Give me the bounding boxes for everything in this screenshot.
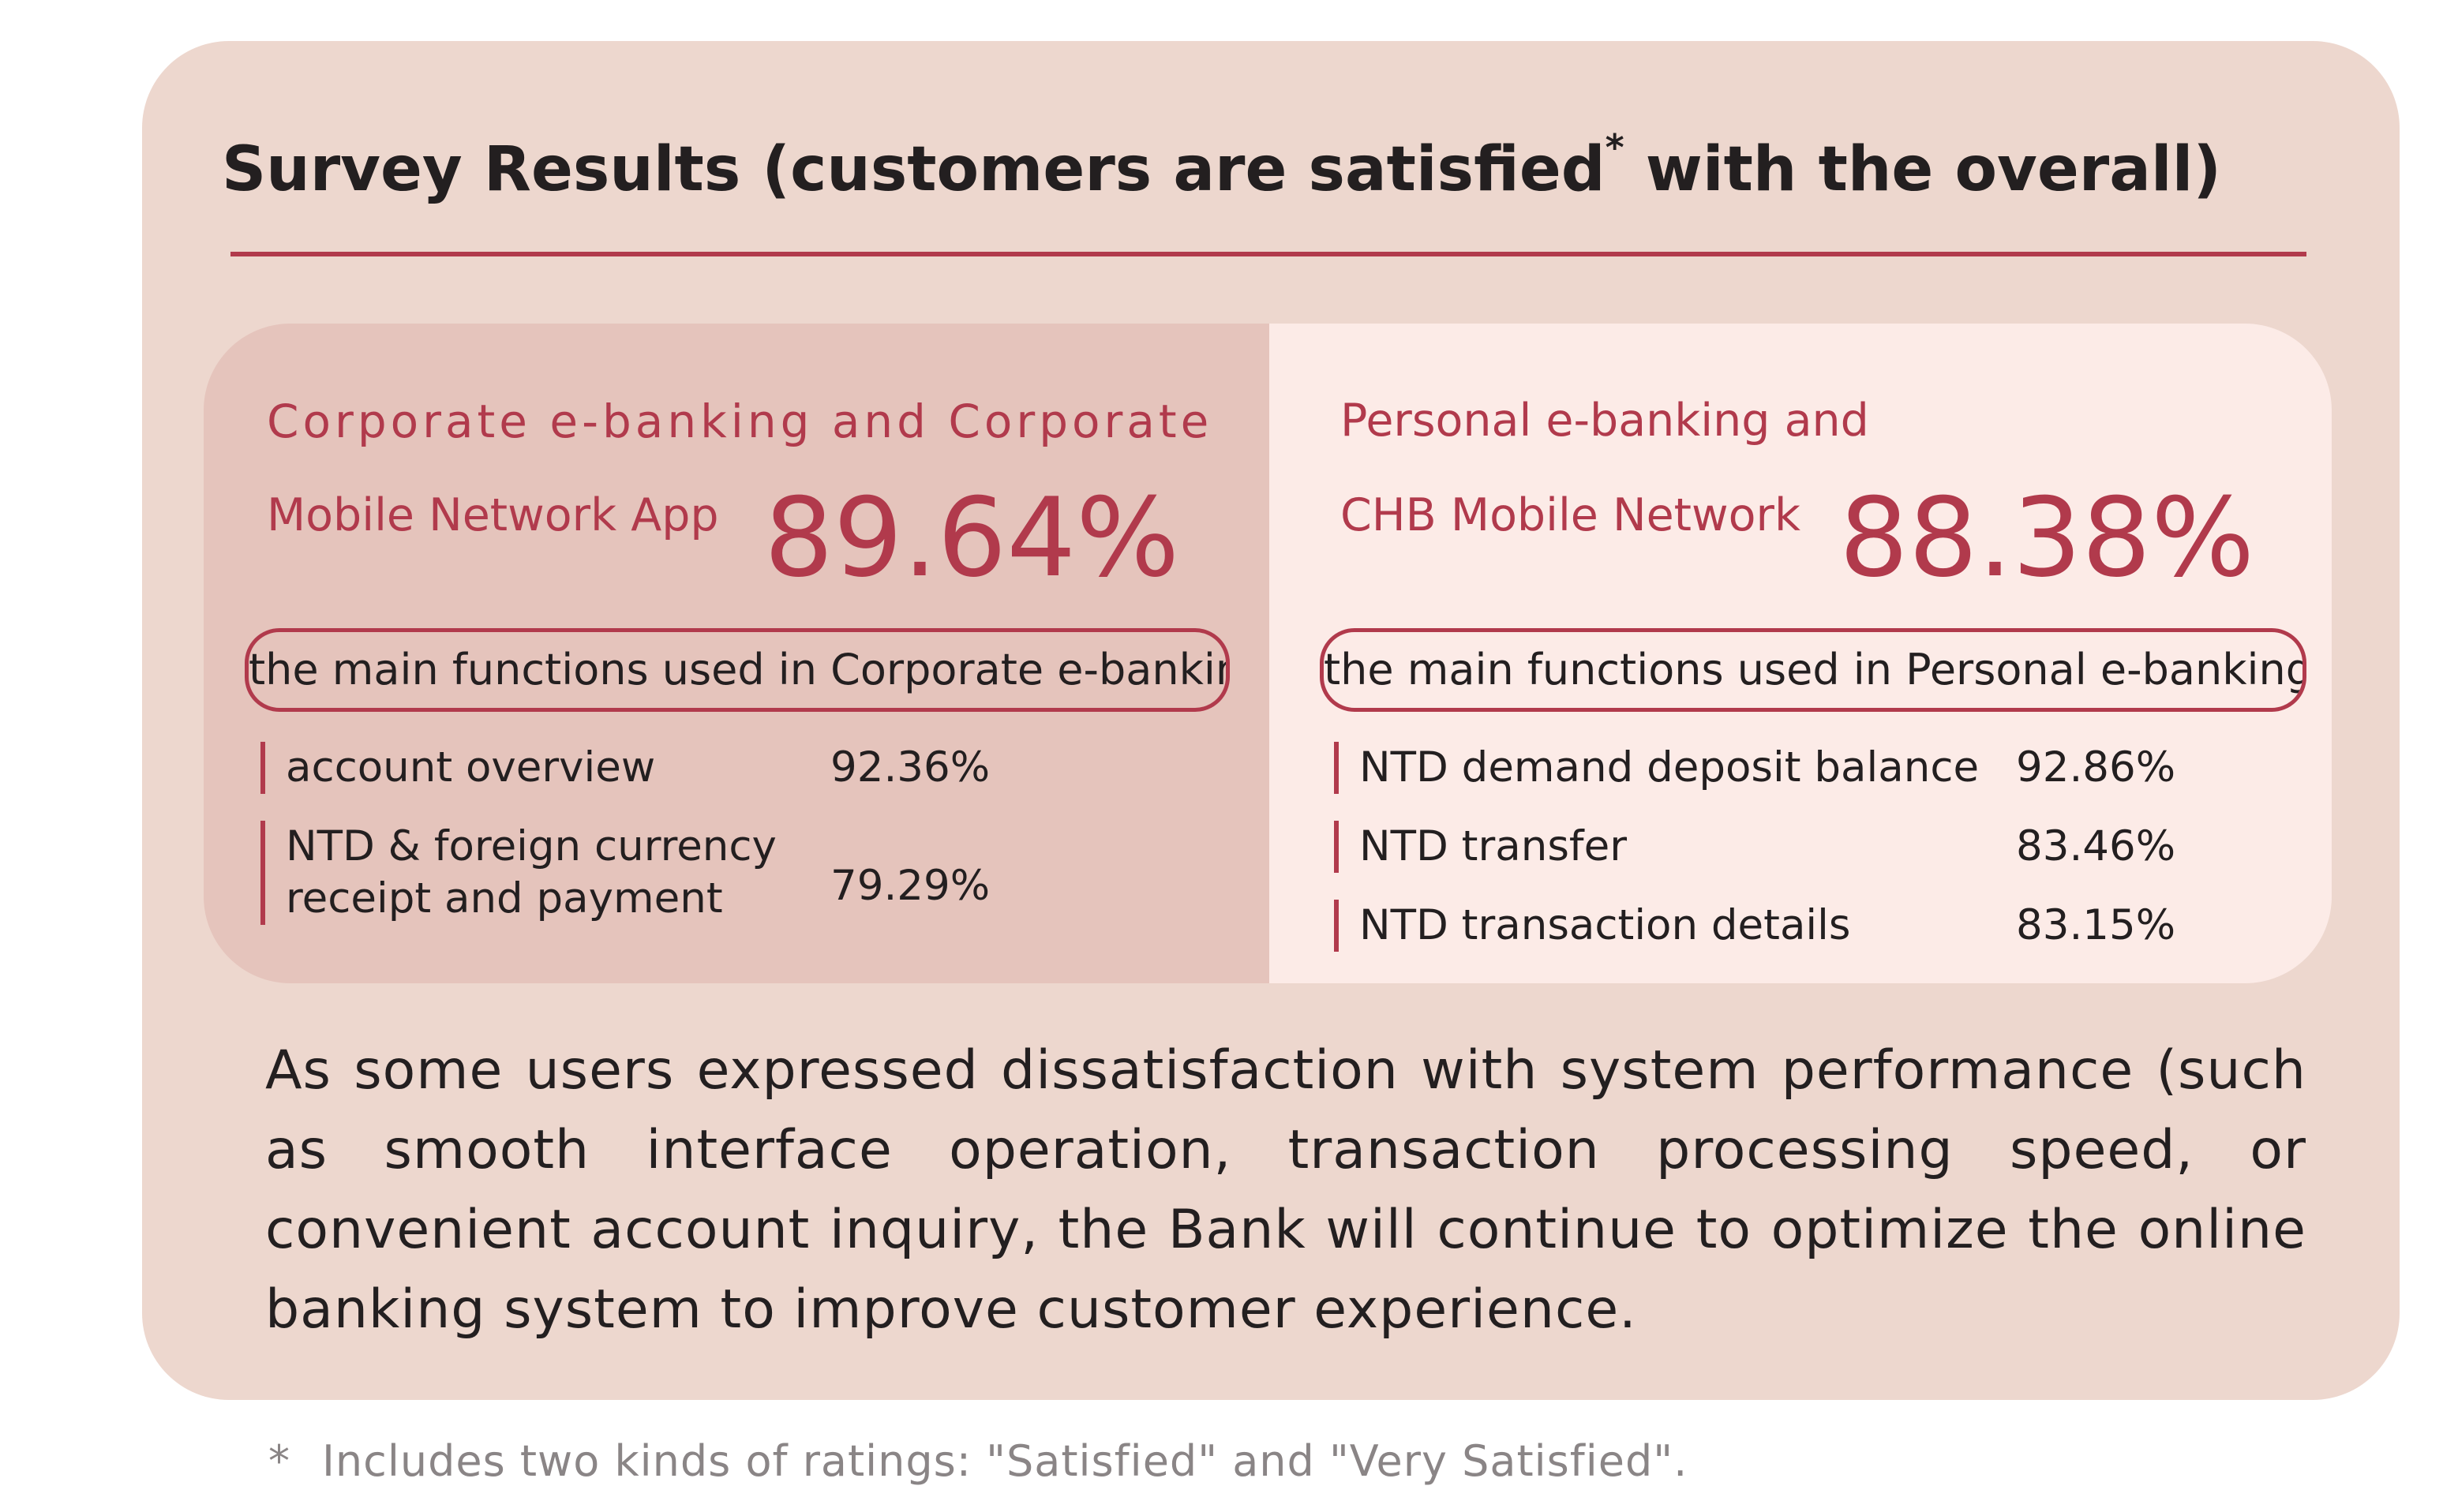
corporate-panel	[204, 324, 1269, 983]
footnote-text: Includes two kinds of ratings: "Satisfie…	[322, 1436, 1688, 1486]
corporate-item-ntd-foreign-currency: NTD & foreign currency receipt and payme…	[260, 821, 777, 925]
footnote-marker: *	[268, 1436, 290, 1486]
title-text: Survey Results (customers are satisfied	[221, 134, 1606, 205]
corporate-item-ntd-foreign-currency-value: 79.29%	[830, 862, 991, 910]
title-suffix: with the overall)	[1624, 134, 2222, 205]
personal-panel	[1269, 324, 2332, 983]
corporate-functions-label: the main functions used in Corporate e-b…	[245, 628, 1230, 712]
personal-satisfaction-percentage: 88.38%	[1839, 474, 2255, 601]
personal-item-transaction-details: NTD transaction details	[1334, 900, 1851, 952]
personal-item-ntd-transfer: NTD transfer	[1334, 821, 1627, 873]
corporate-item-account-overview: account overview	[260, 742, 655, 794]
personal-item-transaction-details-value: 83.15%	[2016, 901, 2176, 949]
corporate-heading-line2: Mobile Network App	[267, 489, 719, 541]
title-asterisk: *	[1605, 126, 1624, 169]
footnote: * Includes two kinds of ratings: "Satisfi…	[268, 1436, 1688, 1486]
corporate-heading-line1: Corporate e-banking and Corporate	[267, 395, 1213, 448]
personal-functions-label: the main functions used in Personal e-ba…	[1320, 628, 2306, 712]
title-divider	[230, 252, 2306, 256]
personal-item-ntd-transfer-value: 83.46%	[2016, 822, 2176, 870]
personal-item-demand-deposit-balance: NTD demand deposit balance	[1334, 742, 1979, 794]
corporate-item-ntd-foreign-currency-line2: receipt and payment	[286, 874, 723, 923]
personal-heading-line1: Personal e-banking and	[1340, 395, 1869, 447]
corporate-satisfaction-percentage: 89.64%	[764, 474, 1180, 601]
personal-item-demand-deposit-balance-value: 92.86%	[2016, 743, 2176, 792]
corporate-item-ntd-foreign-currency-line1: NTD & foreign currency	[286, 822, 777, 870]
body-paragraph: As some users expressed dissatisfaction …	[265, 1039, 2306, 1341]
page-title: Survey Results (customers are satisfied*…	[0, 129, 2443, 205]
corporate-item-account-overview-value: 92.36%	[830, 743, 991, 792]
personal-heading-line2: CHB Mobile Network	[1340, 489, 1800, 541]
